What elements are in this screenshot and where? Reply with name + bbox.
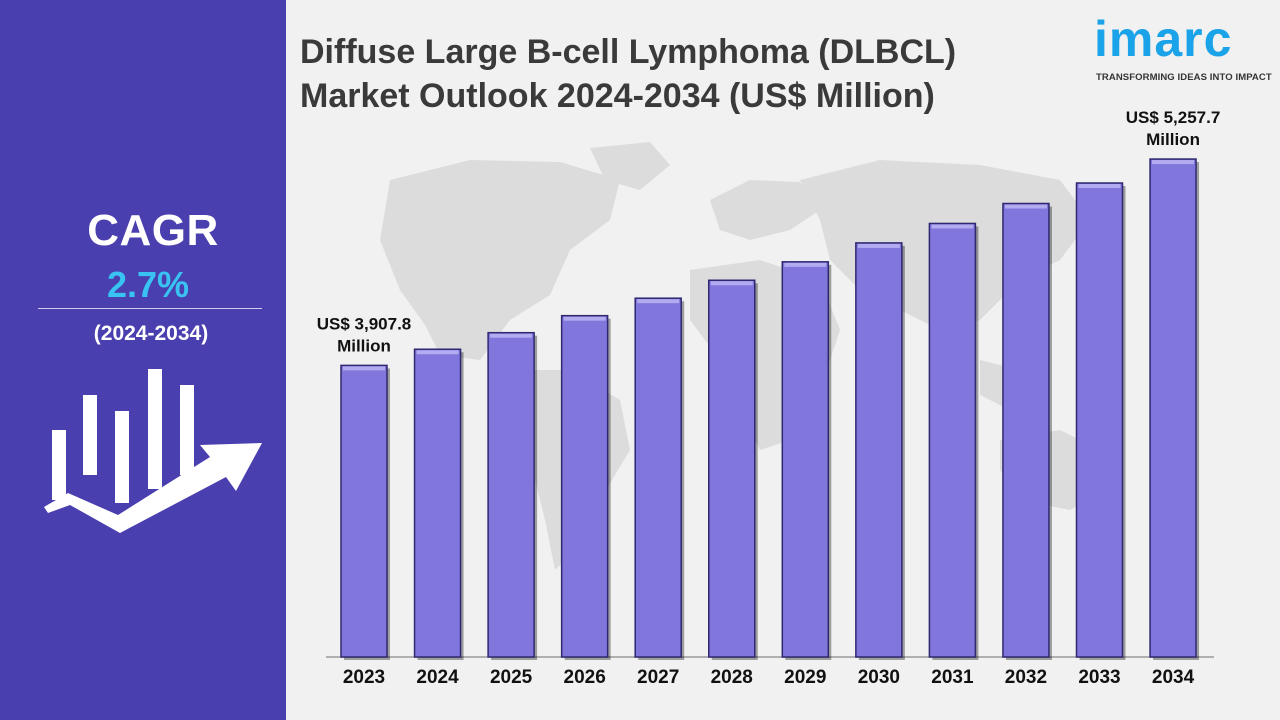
bar-highlight	[343, 366, 385, 371]
logo-wordmark: imarc	[1094, 11, 1233, 67]
x-tick-label-2028: 2028	[711, 667, 753, 688]
bar-rect	[1149, 158, 1197, 658]
x-tick-label-2025: 2025	[490, 667, 533, 688]
bar-highlight	[1152, 160, 1195, 165]
annotation-2034-value: US$ 5,257.7	[1126, 108, 1221, 127]
cagr-panel: CAGR 2.7% (2024-2034)	[0, 0, 286, 720]
bar-2031	[928, 222, 979, 661]
bar-highlight	[710, 281, 753, 286]
bar-rect	[1075, 182, 1124, 658]
bar-rect	[781, 261, 830, 658]
bar-highlight	[1004, 204, 1047, 209]
x-tick-label-2033: 2033	[1078, 667, 1120, 688]
cagr-divider	[38, 308, 262, 309]
x-tick-label-2026: 2026	[564, 667, 606, 688]
x-tick-label-2030: 2030	[858, 667, 900, 688]
chart-title-line-2: Market Outlook 2024-2034 (US$ Million)	[300, 77, 935, 115]
bar-2028	[708, 279, 758, 660]
bar-highlight	[416, 350, 459, 355]
bar-2025	[487, 331, 538, 660]
bar-rect	[855, 242, 903, 658]
bar-2026	[560, 314, 611, 660]
bar-2023	[340, 364, 390, 660]
bar-rect	[1002, 202, 1050, 658]
bar-rect	[928, 222, 977, 658]
bar-rect	[560, 314, 609, 658]
bar-highlight	[931, 224, 974, 229]
cagr-label: CAGR	[87, 206, 219, 255]
bar-2024	[413, 348, 464, 660]
cagr-value: 2.7%	[106, 264, 190, 305]
imarc-logo: imarc TRANSFORMING IDEAS INTO IMPACT	[1090, 10, 1272, 90]
bar-2033	[1075, 182, 1126, 660]
bar-highlight	[563, 316, 606, 321]
bar-highlight	[1078, 184, 1121, 189]
bar-growth-arrow-icon	[44, 369, 262, 533]
bar-2027	[634, 297, 685, 660]
annotation-2023-value: US$ 3,907.8	[317, 314, 412, 333]
bar-rect	[340, 364, 388, 658]
x-tick-label-2031: 2031	[931, 667, 974, 688]
bar-highlight	[490, 333, 533, 338]
bar-rect	[634, 297, 682, 658]
bar-highlight	[857, 243, 900, 248]
x-tick-label-2027: 2027	[637, 667, 679, 688]
annotation-2034-unit: Million	[1146, 130, 1200, 149]
bar-2034	[1149, 158, 1200, 660]
x-tick-label-2034: 2034	[1152, 667, 1195, 688]
x-tick-label-2024: 2024	[416, 667, 459, 688]
x-tick-label-2023: 2023	[343, 667, 385, 688]
chart-title-line-1: Diffuse Large B-cell Lymphoma (DLBCL)	[300, 33, 957, 71]
bar-rect	[413, 348, 462, 658]
logo-tagline: TRANSFORMING IDEAS INTO IMPACT	[1096, 72, 1272, 83]
bar-highlight	[784, 262, 827, 267]
x-tick-label-2029: 2029	[784, 667, 826, 688]
x-tick-label-2032: 2032	[1005, 667, 1047, 688]
bar-2029	[781, 261, 832, 660]
cagr-period: (2024-2034)	[93, 322, 209, 345]
bar-2032	[1002, 202, 1052, 661]
bar-2030	[855, 242, 905, 660]
bar-rect	[487, 331, 535, 658]
chart-title: Diffuse Large B-cell Lymphoma (DLBCL) Ma…	[300, 30, 956, 118]
annotation-2023-unit: Million	[337, 336, 391, 355]
bar-highlight	[637, 299, 680, 304]
bar-rect	[708, 279, 756, 658]
